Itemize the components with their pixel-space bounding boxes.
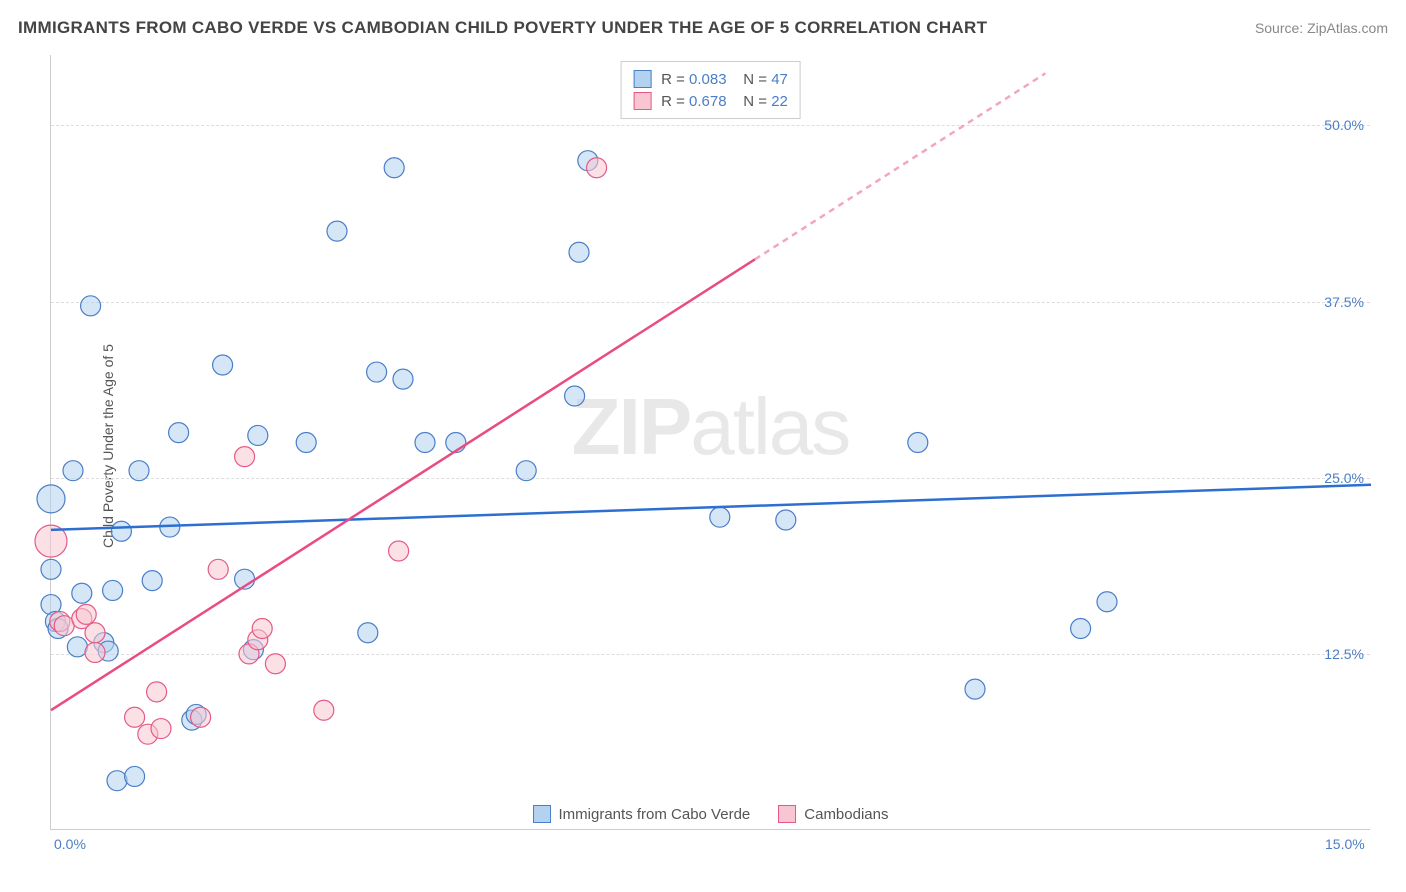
legend-series: Immigrants from Cabo Verde Cambodians — [533, 805, 889, 823]
scatter-point — [41, 559, 61, 579]
scatter-point — [384, 158, 404, 178]
scatter-point — [125, 707, 145, 727]
scatter-point — [103, 580, 123, 600]
scatter-point — [393, 369, 413, 389]
scatter-point — [908, 433, 928, 453]
scatter-point — [213, 355, 233, 375]
x-tick-label: 0.0% — [54, 836, 86, 852]
scatter-point — [565, 386, 585, 406]
legend-label-cambodians: Cambodians — [804, 806, 888, 823]
legend-label-cabo-verde: Immigrants from Cabo Verde — [559, 806, 751, 823]
scatter-point — [327, 221, 347, 241]
scatter-point — [1097, 592, 1117, 612]
swatch-pink — [633, 92, 651, 110]
title-bar: IMMIGRANTS FROM CABO VERDE VS CAMBODIAN … — [18, 18, 1388, 38]
plot-svg — [51, 55, 1370, 829]
scatter-point — [569, 242, 589, 262]
scatter-point — [76, 604, 96, 624]
source-label: Source: ZipAtlas.com — [1255, 20, 1388, 36]
scatter-point — [208, 559, 228, 579]
scatter-point — [142, 571, 162, 591]
regression-line — [51, 259, 755, 710]
scatter-point — [776, 510, 796, 530]
x-tick-label: 15.0% — [1325, 836, 1365, 852]
scatter-point — [125, 766, 145, 786]
scatter-point — [85, 623, 105, 643]
scatter-point — [358, 623, 378, 643]
scatter-point — [415, 433, 435, 453]
scatter-point — [367, 362, 387, 382]
chart-title: IMMIGRANTS FROM CABO VERDE VS CAMBODIAN … — [18, 18, 987, 38]
regression-line — [51, 485, 1371, 530]
scatter-point — [54, 616, 74, 636]
legend-row-blue: R = 0.083 N = 47 — [633, 68, 788, 90]
scatter-point — [151, 719, 171, 739]
scatter-point — [67, 637, 87, 657]
scatter-point — [169, 423, 189, 443]
scatter-point — [63, 461, 83, 481]
scatter-point — [85, 642, 105, 662]
scatter-point — [516, 461, 536, 481]
scatter-point — [265, 654, 285, 674]
scatter-point — [191, 707, 211, 727]
swatch-pink-icon — [778, 805, 796, 823]
scatter-point — [81, 296, 101, 316]
scatter-point — [37, 485, 65, 513]
scatter-point — [111, 521, 131, 541]
scatter-point — [72, 583, 92, 603]
scatter-point — [1071, 619, 1091, 639]
legend-item-cabo-verde: Immigrants from Cabo Verde — [533, 805, 751, 823]
scatter-point — [965, 679, 985, 699]
scatter-point — [129, 461, 149, 481]
scatter-point — [248, 425, 268, 445]
legend-item-cambodians: Cambodians — [778, 805, 888, 823]
scatter-point — [107, 771, 127, 791]
scatter-point — [314, 700, 334, 720]
scatter-point — [587, 158, 607, 178]
scatter-point — [147, 682, 167, 702]
scatter-point — [235, 447, 255, 467]
scatter-point — [252, 619, 272, 639]
r-label-blue: R = 0.083 N = 47 — [661, 71, 788, 88]
plot-area: ZIPatlas 12.5%25.0%37.5%50.0% R = 0.083 … — [50, 55, 1370, 830]
r-label-pink: R = 0.678 N = 22 — [661, 93, 788, 110]
scatter-point — [389, 541, 409, 561]
scatter-point — [296, 433, 316, 453]
legend-correlation: R = 0.083 N = 47 R = 0.678 N = 22 — [620, 61, 801, 119]
legend-row-pink: R = 0.678 N = 22 — [633, 90, 788, 112]
swatch-blue — [633, 70, 651, 88]
swatch-blue-icon — [533, 805, 551, 823]
scatter-point — [710, 507, 730, 527]
